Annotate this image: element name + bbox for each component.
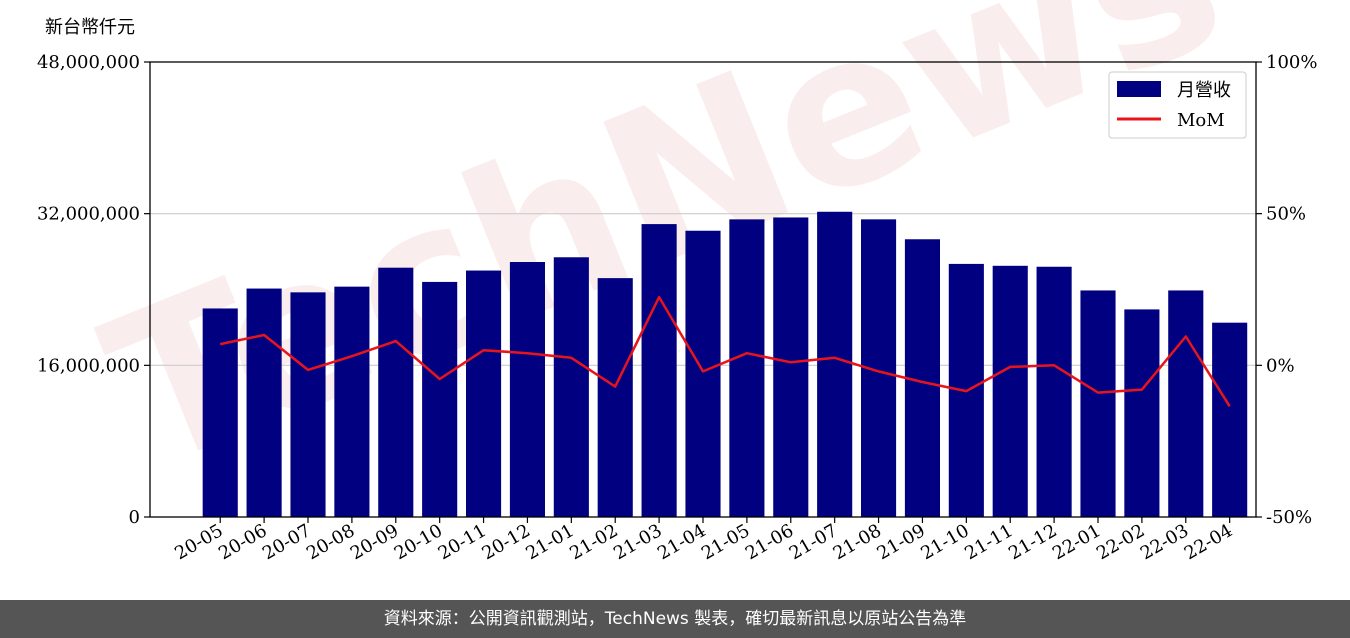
x-tick-label: 20-06 bbox=[215, 520, 270, 564]
revenue-chart: TechNews 016,000,00032,000,00048,000,000… bbox=[37, 0, 1318, 564]
x-tick-label: 22-03 bbox=[1137, 520, 1192, 564]
y-tick-label: 48,000,000 bbox=[37, 52, 140, 73]
bar bbox=[1168, 290, 1204, 517]
bar bbox=[290, 292, 326, 517]
x-tick-label: 21-06 bbox=[742, 520, 797, 564]
x-tick-label: 21-08 bbox=[830, 520, 885, 564]
x-axis-ticks: 20-0520-0620-0720-0820-0920-1020-1120-12… bbox=[171, 517, 1236, 564]
y-tick-label: 0 bbox=[129, 507, 140, 528]
y2-tick-label: 100% bbox=[1266, 52, 1317, 73]
x-tick-label: 21-10 bbox=[917, 520, 972, 564]
bar bbox=[422, 281, 458, 517]
x-tick-label: 21-12 bbox=[1005, 520, 1060, 564]
bar bbox=[334, 286, 370, 517]
y-tick-label: 32,000,000 bbox=[37, 204, 140, 225]
y2-tick-label: 50% bbox=[1266, 204, 1306, 225]
mom-line bbox=[219, 295, 1231, 407]
legend-line-label: MoM bbox=[1177, 110, 1225, 131]
bar bbox=[509, 262, 545, 517]
x-tick-label: 21-02 bbox=[566, 520, 621, 564]
x-tick-label: 20-09 bbox=[347, 520, 402, 564]
x-tick-label: 21-05 bbox=[698, 520, 753, 564]
x-tick-label: 21-04 bbox=[654, 520, 709, 564]
x-tick-label: 22-01 bbox=[1049, 520, 1104, 564]
bar bbox=[1036, 266, 1072, 517]
bar bbox=[378, 267, 414, 517]
bar bbox=[597, 278, 633, 517]
y2-tick-label: -50% bbox=[1266, 507, 1312, 528]
bar bbox=[1212, 322, 1248, 517]
x-tick-label: 21-01 bbox=[522, 520, 577, 564]
mom-line-series bbox=[219, 295, 1231, 407]
x-tick-label: 20-12 bbox=[479, 520, 534, 564]
bar bbox=[246, 288, 282, 517]
left-axis-ticks: 0 16,000,000 32,000,000 48,000,000 bbox=[37, 52, 150, 528]
x-tick-label: 21-11 bbox=[961, 520, 1016, 564]
x-tick-label: 20-11 bbox=[435, 520, 490, 564]
right-axis-ticks: -50% 0% 50% 100% bbox=[1256, 52, 1317, 528]
bar bbox=[466, 270, 502, 517]
bar bbox=[773, 217, 809, 518]
bar bbox=[641, 224, 677, 517]
x-tick-label: 20-10 bbox=[391, 520, 446, 564]
bar bbox=[1124, 309, 1160, 517]
source-footer: 資料來源：公開資訊觀測站，TechNews 製表，確切最新訊息以原站公告為準 bbox=[0, 600, 1350, 638]
bar bbox=[729, 219, 765, 517]
bar-series bbox=[202, 211, 1248, 518]
x-tick-label: 22-02 bbox=[1093, 520, 1148, 564]
bar bbox=[553, 257, 589, 517]
x-tick-label: 21-07 bbox=[786, 520, 841, 564]
y-axis-label: 新台幣仟元 bbox=[45, 17, 135, 38]
bar bbox=[1080, 290, 1116, 517]
legend-bar-swatch bbox=[1117, 81, 1161, 97]
x-tick-label: 20-08 bbox=[303, 520, 358, 564]
x-tick-label: 20-05 bbox=[171, 520, 226, 564]
bar bbox=[992, 265, 1028, 517]
x-tick-label: 22-04 bbox=[1181, 520, 1236, 564]
bar bbox=[202, 308, 238, 517]
x-tick-label: 20-07 bbox=[259, 520, 314, 564]
y2-tick-label: 0% bbox=[1266, 355, 1295, 376]
legend-bar-label: 月營收 bbox=[1177, 80, 1231, 101]
legend: 月營收 MoM bbox=[1108, 71, 1247, 139]
bar bbox=[685, 230, 721, 517]
y-tick-label: 16,000,000 bbox=[37, 355, 140, 376]
x-tick-label: 21-03 bbox=[610, 520, 665, 564]
bar bbox=[817, 211, 853, 518]
x-tick-label: 21-09 bbox=[874, 520, 929, 564]
